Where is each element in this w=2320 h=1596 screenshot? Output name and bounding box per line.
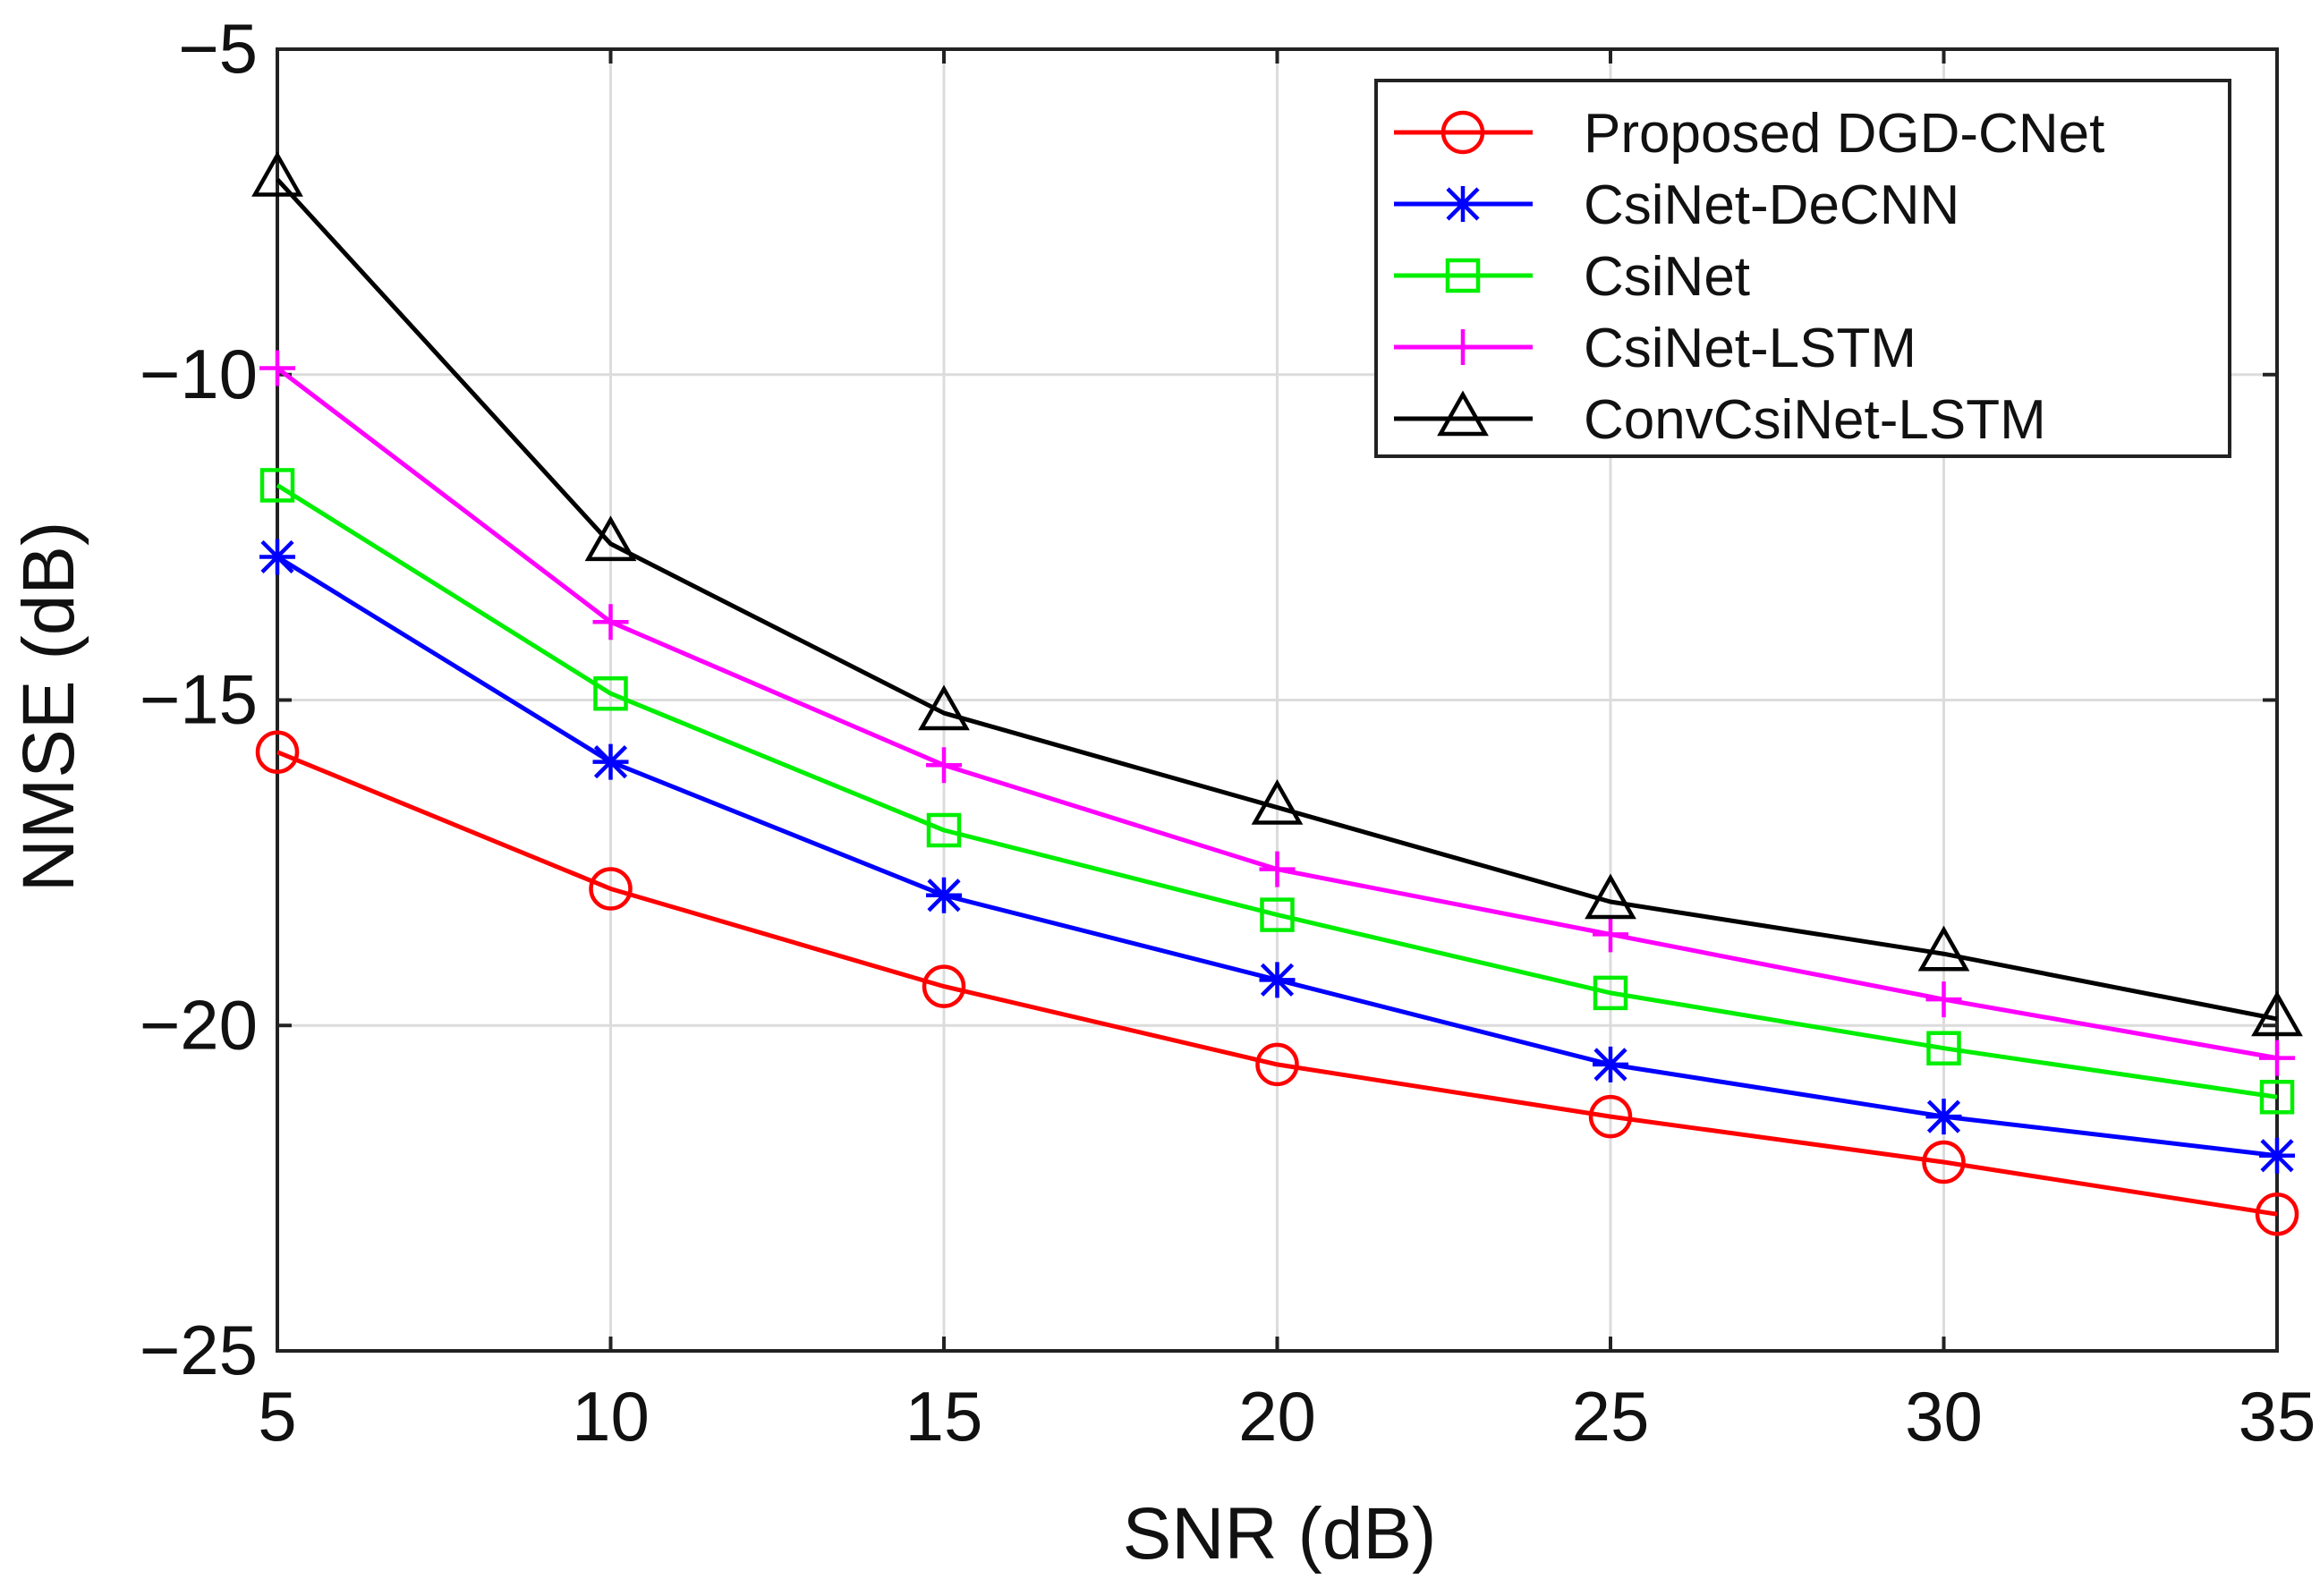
point-csinet-35 [2259, 1080, 2295, 1115]
point-csinet-20 [1260, 897, 1295, 932]
point-convcsinet-lstm-25 [1585, 873, 1636, 920]
point-convcsinet-lstm-10 [584, 515, 637, 562]
legend-label-csinet-decnn: CsiNet-DeCNN [1584, 174, 1959, 236]
point-csinet-15 [926, 812, 962, 848]
point-csinet-30 [1926, 1031, 1961, 1065]
point-csinet-25 [1593, 975, 1628, 1011]
point-csinet-lstm-30 [1925, 981, 1962, 1018]
x-axis-title: SNR (dB) [1123, 1493, 1437, 1575]
series-layer [251, 150, 2303, 1236]
x-tick-label-25: 25 [1572, 1377, 1650, 1456]
y-tick-label-neg10: −10 [140, 335, 258, 413]
y-tick-label-neg5: −5 [178, 9, 258, 88]
point-proposed-dgd-cnet-5 [255, 730, 300, 774]
point-csinet-5 [259, 468, 295, 503]
legend-box [1374, 79, 2231, 458]
y-axis-title: NMSE (dB) [8, 522, 89, 893]
legend-item-convcsinet-lstm: ConvCsiNet-LSTM [1394, 389, 2046, 451]
series-proposed-dgd-cnet [255, 730, 2299, 1236]
point-csinet-lstm-35 [2259, 1040, 2295, 1076]
legend-marker-csinet-decnn [1445, 186, 1481, 222]
point-csinet-decnn-20 [1259, 962, 1296, 998]
legend-label-csinet: CsiNet [1584, 246, 1750, 308]
x-tick-label-10: 10 [572, 1377, 650, 1456]
point-convcsinet-lstm-30 [1917, 925, 1970, 972]
point-csinet-10 [593, 675, 628, 711]
x-tick-label-35: 35 [2239, 1377, 2316, 1456]
legend-marker-convcsinet-lstm [1437, 390, 1489, 437]
legend-item-proposed-dgd-cnet: Proposed DGD-CNet [1394, 103, 2104, 165]
axis-layer: 5 10 15 20 25 30 35 −5 −10 −15 −20 −25 [140, 9, 2316, 1456]
y-tick-label-neg15: −15 [140, 660, 258, 739]
point-proposed-dgd-cnet-25 [1588, 1094, 1633, 1139]
legend: Proposed DGD-CNet CsiNet-DeCNN CsiNet CsiNe… [1374, 79, 2231, 458]
legend-label-proposed-dgd-cnet: Proposed DGD-CNet [1584, 103, 2104, 165]
point-csinet-decnn-5 [259, 539, 295, 575]
point-csinet-lstm-20 [1259, 851, 1296, 887]
point-convcsinet-lstm-20 [1251, 778, 1304, 825]
y-tick-label-neg25: −25 [140, 1311, 258, 1389]
point-csinet-decnn-35 [2259, 1137, 2295, 1174]
x-tick-label-5: 5 [258, 1377, 296, 1456]
x-tick-label-30: 30 [1905, 1377, 1983, 1456]
legend-item-csinet-decnn: CsiNet-DeCNN [1394, 174, 1959, 236]
legend-item-csinet-lstm: CsiNet-LSTM [1394, 318, 1916, 379]
legend-marker-csinet [1445, 258, 1481, 293]
legend-label-csinet-lstm: CsiNet-LSTM [1584, 318, 1916, 379]
point-convcsinet-lstm-15 [918, 684, 970, 731]
x-tick-label-20: 20 [1238, 1377, 1316, 1456]
x-tick-label-15: 15 [905, 1377, 983, 1456]
point-csinet-lstm-5 [259, 350, 295, 386]
legend-label-convcsinet-lstm: ConvCsiNet-LSTM [1584, 389, 2046, 451]
point-proposed-dgd-cnet-10 [589, 867, 633, 911]
series-line-proposed-dgd-cnet [276, 750, 2278, 1217]
y-tick-label-neg20: −20 [140, 985, 258, 1064]
series-line-convcsinet-lstm [276, 177, 2278, 1022]
series-line-csinet [276, 483, 2278, 1099]
point-convcsinet-lstm-35 [2251, 990, 2303, 1037]
point-csinet-lstm-25 [1593, 916, 1628, 953]
series-csinet-decnn [259, 539, 2295, 1174]
point-csinet-lstm-10 [592, 604, 629, 641]
point-csinet-decnn-15 [926, 877, 962, 913]
legend-item-csinet: CsiNet [1394, 246, 1750, 308]
point-proposed-dgd-cnet-15 [922, 964, 966, 1008]
legend-marker-proposed-dgd-cnet [1440, 110, 1485, 155]
point-proposed-dgd-cnet-30 [1922, 1140, 1966, 1184]
series-convcsinet-lstm [251, 150, 2303, 1037]
point-csinet-lstm-15 [926, 747, 962, 784]
point-csinet-decnn-25 [1593, 1046, 1628, 1082]
point-proposed-dgd-cnet-35 [2255, 1192, 2299, 1236]
series-csinet-lstm [259, 350, 2295, 1076]
point-proposed-dgd-cnet-20 [1255, 1042, 1299, 1087]
point-csinet-decnn-10 [592, 743, 629, 780]
point-csinet-decnn-30 [1925, 1099, 1962, 1135]
point-convcsinet-lstm-5 [251, 150, 303, 197]
series-csinet [259, 468, 2295, 1115]
legend-marker-csinet-lstm [1445, 329, 1481, 365]
